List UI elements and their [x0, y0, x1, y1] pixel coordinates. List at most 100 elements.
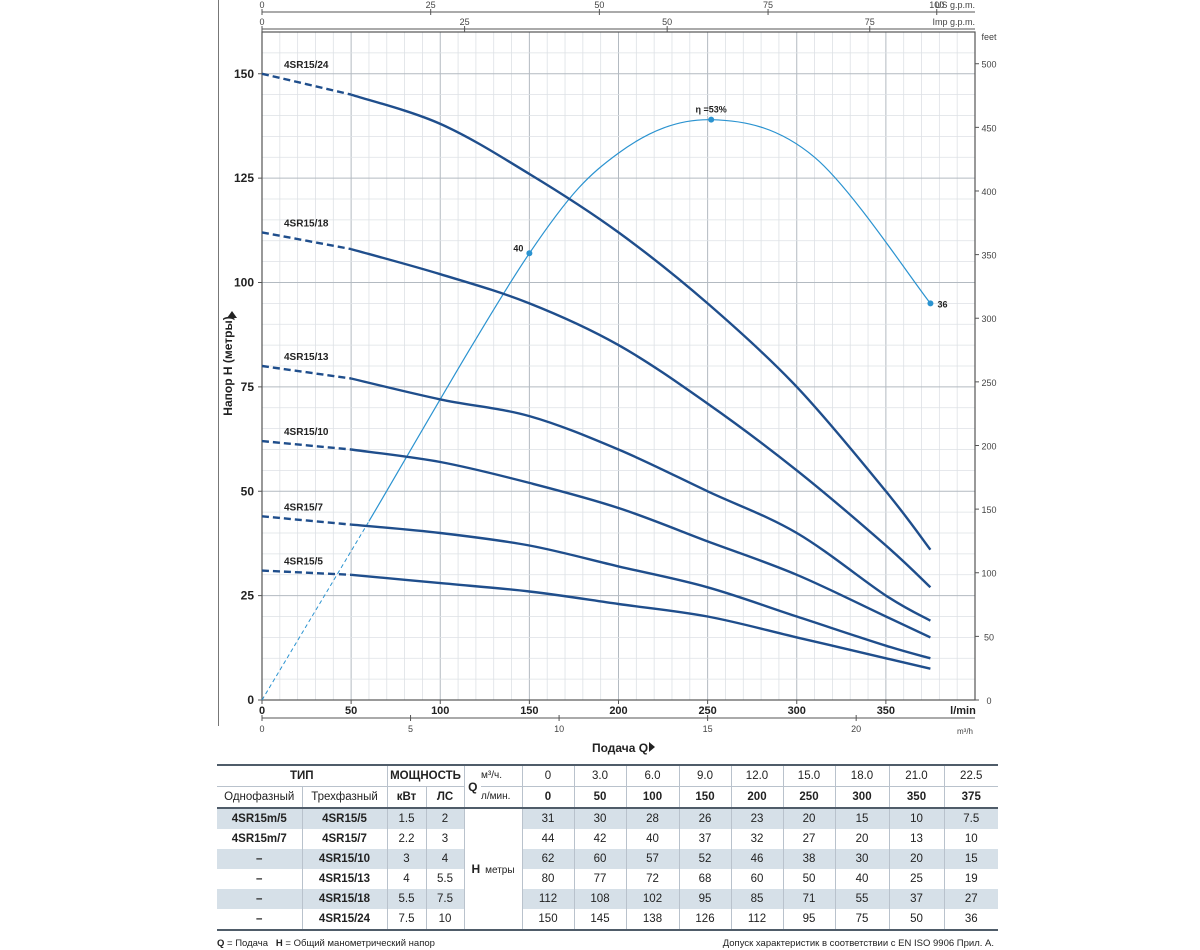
chart-axes: 0 25 50 75 100 125 150 0 50 100 150 200 250 300 350 l/m… [221, 0, 997, 755]
m3h-tick-label: 20 [851, 724, 861, 734]
efficiency-point [526, 250, 533, 257]
head-curve [350, 247, 932, 589]
head-value: 25 [889, 869, 945, 889]
q-lmin-value: 250 [783, 786, 836, 808]
head-value: 126 [679, 909, 732, 930]
head-value: 72 [626, 869, 680, 889]
head-value: 20 [783, 808, 836, 829]
head-value: 62 [522, 849, 575, 869]
us-gpm-tick-label: 100 [929, 0, 944, 10]
head-value: 42 [574, 829, 627, 849]
col-header-hp: ЛС [426, 786, 465, 808]
head-curve-dashed [261, 515, 352, 526]
single-phase-model: – [217, 889, 303, 909]
us-gpm-tick-label: 50 [594, 0, 604, 10]
head-value: 30 [574, 808, 627, 829]
x-unit-label: l/min [950, 705, 976, 717]
us-gpm-tick-label: 25 [426, 0, 436, 10]
power-kw: 5.5 [387, 889, 427, 909]
power-hp: 10 [426, 909, 465, 930]
head-curve [350, 377, 931, 622]
head-value: 102 [626, 889, 680, 909]
x-tick-label: 250 [698, 705, 716, 717]
three-phase-model: 4SR15/18 [302, 889, 388, 909]
head-value: 36 [964, 913, 978, 925]
head-value: 23 [731, 808, 784, 829]
q-lmin-value: 200 [731, 786, 784, 808]
x-tick-label: 350 [877, 705, 895, 717]
table-row: –4SR15/10 3 4 62 60 57 52 46 38 30 20 15 [217, 849, 998, 869]
head-value: 112 [731, 909, 784, 930]
head-value: 138 [626, 909, 680, 930]
x-axis-title: Подача Q [592, 741, 648, 755]
efficiency-point [708, 116, 715, 123]
feet-tick-label: 400 [981, 187, 996, 197]
head-curve [350, 93, 932, 551]
head-value: 60 [574, 849, 627, 869]
head-value: 37 [889, 889, 945, 909]
head-curve-dashed [261, 439, 352, 451]
x-tick-label: 50 [345, 705, 357, 717]
head-value: 57 [626, 849, 680, 869]
feet-tick-label: 150 [981, 505, 996, 515]
single-phase-model: – [217, 849, 303, 869]
y-axis-arrow-icon [227, 311, 237, 318]
imp-gpm-tick-label: 50 [662, 17, 672, 27]
head-value: 50 [783, 869, 836, 889]
head-value: 37 [679, 829, 732, 849]
power-hp: 7.5 [426, 889, 465, 909]
head-curve-dashed [261, 72, 352, 96]
imp-gpm-unit-label: Imp g.p.m. [932, 17, 975, 27]
q-lmin-value: 50 [574, 786, 627, 808]
head-value: 15 [835, 808, 890, 829]
x-tick-label: 150 [520, 705, 538, 717]
m3h-tick-label: 10 [554, 724, 564, 734]
head-value: 32 [731, 829, 784, 849]
head-curve [350, 573, 931, 670]
head-value: 30 [835, 849, 890, 869]
series-label: 4SR15/7 [284, 502, 323, 513]
col-header-power: МОЩНОСТЬ [387, 765, 465, 787]
imp-gpm-tick-label: 0 [259, 17, 264, 27]
x-tick-label: 300 [788, 705, 806, 717]
pump-spec-table: ТИП МОЩНОСТЬ Q м³/ч. 0 3.0 6.0 9.0 12.0 15.0 1… [217, 764, 998, 931]
head-value: 10 [964, 833, 978, 845]
head-curves-group [261, 72, 932, 670]
q-m3h-value: 18.0 [835, 765, 890, 787]
feet-tick-label: 0 [986, 696, 991, 706]
y-axis-title: Напор H (метры) [221, 316, 235, 415]
y-tick-label: 75 [241, 380, 255, 394]
x-tick-label: 200 [609, 705, 627, 717]
feet-tick-label: 100 [981, 569, 996, 579]
head-value: 95 [679, 889, 732, 909]
y-tick-label: 100 [234, 276, 254, 290]
left-border-rule [218, 0, 219, 726]
footer-legend: Q = Подача H = Общий манометрический нап… [217, 938, 435, 949]
head-value: 26 [679, 808, 732, 829]
head-value: 85 [731, 889, 784, 909]
head-value: 20 [835, 829, 890, 849]
chart-grid [262, 32, 975, 700]
head-value: 19 [964, 873, 978, 885]
head-value: 38 [783, 849, 836, 869]
feet-tick-label: 450 [981, 123, 996, 133]
feet-tick-label: 350 [981, 251, 996, 261]
q-unit-lmin: л/мин. [481, 786, 523, 808]
head-value: 108 [574, 889, 627, 909]
head-value: 71 [783, 889, 836, 909]
y-tick-label: 125 [234, 171, 254, 185]
y-tick-label: 25 [241, 589, 255, 603]
col-header-q: Q [464, 765, 481, 809]
head-value: 80 [522, 869, 575, 889]
power-kw: 1.5 [387, 808, 427, 829]
head-value: 95 [783, 909, 836, 930]
feet-tick-label: 200 [981, 441, 996, 451]
footer-tolerance: Допуск характеристик в соответствии с EN… [722, 938, 994, 949]
h-label-unit: метры [485, 865, 515, 876]
col-header-kw: кВт [387, 786, 427, 808]
m3h-tick-label: 15 [703, 724, 713, 734]
q-m3h-value: 9.0 [679, 765, 732, 787]
head-value: 52 [679, 849, 732, 869]
single-phase-model: 4SR15m/7 [217, 829, 303, 849]
